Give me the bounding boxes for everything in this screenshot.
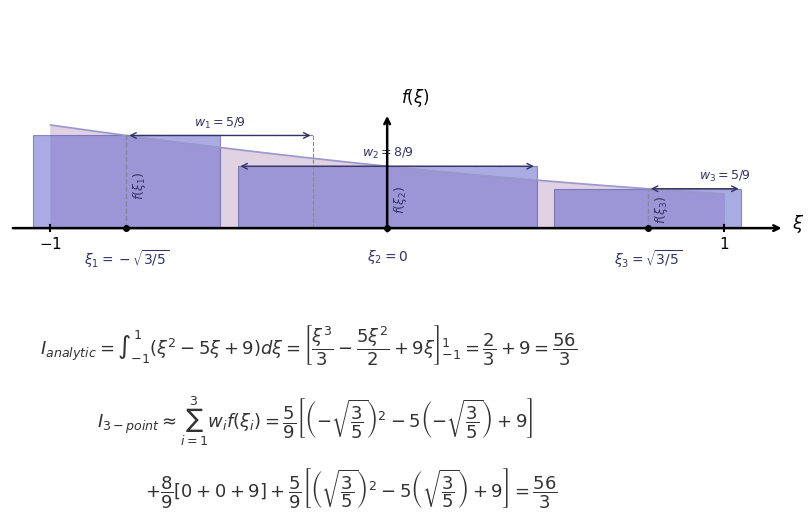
Text: $\xi$: $\xi$ xyxy=(792,213,804,235)
Text: $f(\xi_3)$: $f(\xi_3)$ xyxy=(653,196,670,224)
Text: $I_{analytic} = \int_{-1}^{1}(\xi^2 - 5\xi + 9)d\xi= \left[\dfrac{\xi^3}{3} - \d: $I_{analytic} = \int_{-1}^{1}(\xi^2 - 5\… xyxy=(40,323,578,367)
Text: $f(\xi)$: $f(\xi)$ xyxy=(401,87,429,109)
Text: $I_{3-point} \approx \sum_{i=1}^{3} w_i f(\xi_i)= \dfrac{5}{9}\left[\left(-\sqrt: $I_{3-point} \approx \sum_{i=1}^{3} w_i … xyxy=(97,394,533,448)
Text: $w_1 = 5/9$: $w_1 = 5/9$ xyxy=(194,115,246,130)
Bar xyxy=(33,135,220,228)
Bar xyxy=(238,166,537,228)
Text: $\xi_1 = -\sqrt{3/5}$: $\xi_1 = -\sqrt{3/5}$ xyxy=(84,248,169,270)
Text: $w_3 = 5/9$: $w_3 = 5/9$ xyxy=(699,169,751,184)
Text: $w_2 = 8/9$: $w_2 = 8/9$ xyxy=(361,146,413,161)
Bar xyxy=(554,189,742,228)
Text: $1$: $1$ xyxy=(718,236,729,252)
Text: $f(\xi_2)$: $f(\xi_2)$ xyxy=(392,186,409,214)
Text: $f(\xi_1)$: $f(\xi_1)$ xyxy=(132,172,149,201)
Text: $\xi_2 = 0$: $\xi_2 = 0$ xyxy=(367,248,408,266)
Text: $\xi_3 = \sqrt{3/5}$: $\xi_3 = \sqrt{3/5}$ xyxy=(614,248,682,270)
Text: $+ \dfrac{8}{9}\left[0 + 0 + 9\right]+ \dfrac{5}{9}\left[\left(\sqrt{\dfrac{3}{5: $+ \dfrac{8}{9}\left[0 + 0 + 9\right]+ \… xyxy=(145,466,558,509)
Text: $-1$: $-1$ xyxy=(39,236,62,252)
